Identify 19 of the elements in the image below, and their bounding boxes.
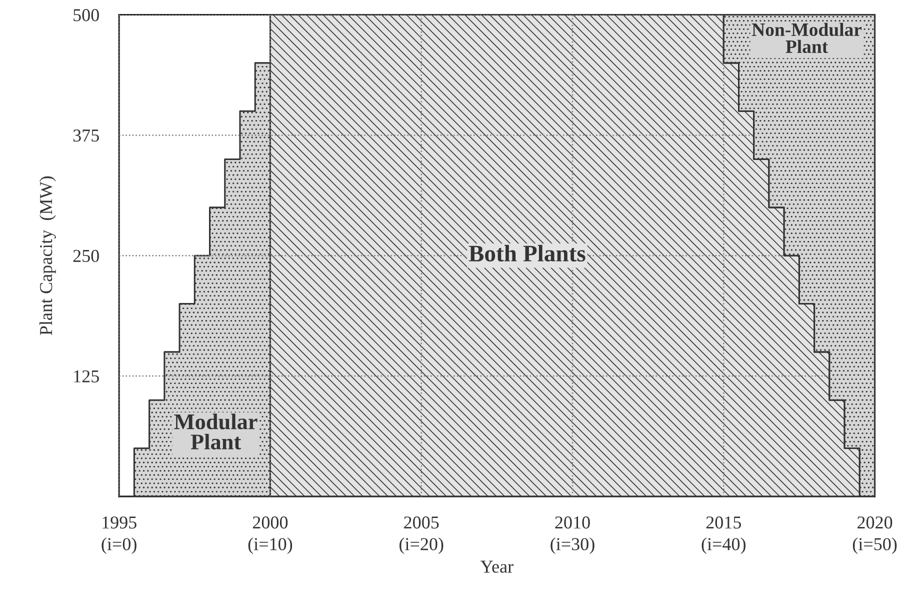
x-tick-label: 2020	[858, 516, 892, 529]
x2-tick-label: (i=40)	[702, 538, 746, 554]
x2-tick-label: (i=20)	[400, 538, 444, 554]
y-tick-label: 375	[73, 130, 99, 142]
y-axis-title: Plant Capacity (MW)	[39, 176, 56, 336]
x-axis-title: Year	[480, 560, 514, 573]
x-tick-label: 2010	[555, 516, 590, 529]
y-tick-label: 125	[74, 370, 99, 382]
x2-tick-label: (i=50)	[852, 538, 897, 554]
x-tick-label: 1995	[102, 516, 136, 529]
y-tick-label: 250	[73, 250, 99, 262]
x-tick-label: 2005	[404, 516, 439, 529]
x2-tick-label: (i=0)	[102, 538, 136, 554]
annotation: Modular Plant	[174, 414, 258, 450]
x2-tick-label: (i=10)	[248, 538, 292, 554]
y-tick-label: 500	[74, 9, 99, 22]
x-tick-label: 2000	[252, 516, 288, 529]
x2-tick-label: (i=30)	[550, 538, 594, 554]
x-tick-label: 2015	[706, 516, 741, 529]
